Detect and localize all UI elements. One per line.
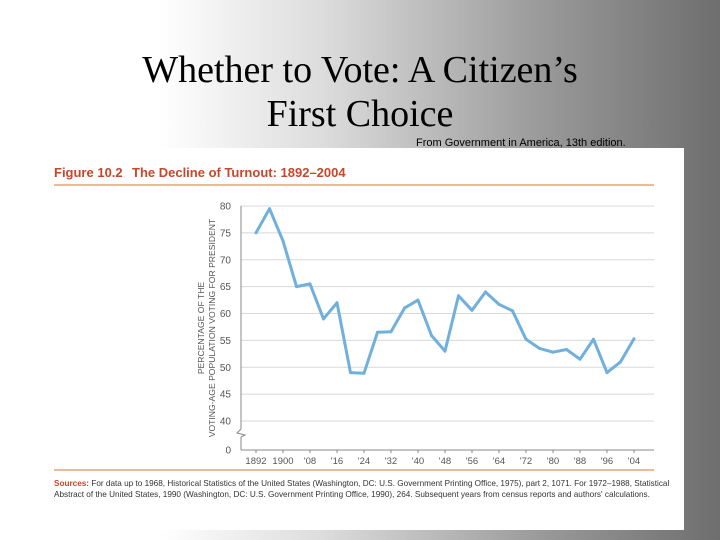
sources-label: Sources: [54, 479, 90, 488]
data-point-1920 [349, 371, 352, 375]
data-point-1936 [403, 306, 406, 310]
data-point-1972 [524, 337, 528, 341]
data-point-1964 [497, 302, 501, 306]
x-tick-label-5: '32 [385, 456, 397, 467]
data-point-1912 [322, 317, 325, 321]
x-tick-label-9: '64 [493, 456, 505, 467]
sources-body: For data up to 1968, Historical Statisti… [54, 479, 670, 499]
y-tick-label-2: 45 [220, 390, 232, 401]
y-tick-label-9: 80 [220, 202, 232, 213]
x-tick-label-12: '88 [574, 456, 586, 467]
figure-number: Figure 10.2 [54, 165, 123, 180]
data-point-1916 [335, 301, 339, 305]
data-point-1952 [457, 294, 460, 298]
figure-panel: Figure 10.2 The Decline of Turnout: 1892… [36, 148, 684, 530]
data-point-1940 [416, 298, 420, 302]
y-tick-label-8: 75 [220, 228, 232, 239]
y-tick-label-7: 70 [220, 255, 232, 266]
data-points [254, 207, 636, 375]
y-axis-break-mark [236, 428, 247, 438]
x-tick-label-7: '48 [439, 456, 451, 467]
x-tick-label-2: '08 [304, 456, 316, 467]
data-point-1992 [592, 337, 595, 341]
data-point-1976 [538, 346, 541, 350]
x-tick-label-0: 1892 [245, 456, 266, 467]
y-tick-label-3: 50 [220, 363, 232, 374]
x-tick-label-6: '40 [412, 456, 424, 467]
y-tick-label-1: 40 [220, 417, 232, 428]
data-point-1932 [389, 330, 393, 334]
y-tick-label-4: 55 [220, 336, 232, 347]
x-tick-labels: 1892 1900 '08 '16 '24 '32 '40 '48 '56 '64 '72 '80 '8… [245, 456, 640, 467]
grid-lines [241, 205, 654, 422]
data-point-1908 [308, 282, 312, 286]
data-point-1984 [565, 348, 568, 351]
turnout-chart: Figure 10.2 The Decline of Turnout: 1892… [54, 165, 654, 471]
data-point-1960 [484, 290, 487, 294]
x-tick-label-3: '16 [331, 456, 343, 467]
data-point-1928 [376, 330, 379, 334]
x-tick-label-10: '72 [520, 456, 532, 467]
x-tick-label-8: '56 [466, 456, 478, 467]
data-point-1896 [268, 207, 271, 211]
data-point-1956 [470, 308, 474, 312]
slide-title-line-1: Whether to Vote: A Citizen’s [142, 49, 578, 91]
x-tick-label-1: 1900 [272, 456, 293, 467]
source-note: From Government in America, 13th edition… [416, 137, 626, 149]
data-point-1996 [605, 371, 609, 375]
x-tick-label-13: '96 [601, 456, 613, 467]
axes [236, 206, 654, 453]
x-tick-label-14: '04 [628, 456, 640, 467]
data-point-1980 [551, 350, 555, 354]
y-tick-label-5: 60 [220, 309, 232, 320]
data-point-1948 [443, 349, 447, 353]
data-point-1900 [281, 239, 285, 243]
y-tick-label-0: 0 [225, 446, 231, 457]
slide-title-line-2: First Choice [266, 93, 454, 135]
x-tick-label-11: '80 [547, 456, 559, 467]
data-point-2000 [619, 360, 622, 364]
x-tick-label-4: '24 [358, 456, 370, 467]
y-axis-title: PERCENTAGE OF THEVOTING-AGE POPULATION V… [196, 218, 217, 437]
y-tick-labels: 0 40 45 50 55 60 65 70 75 80 [220, 202, 232, 457]
y-tick-label-6: 65 [220, 282, 232, 293]
data-point-1924 [362, 371, 366, 375]
data-point-1892 [254, 231, 258, 235]
figure-caption: The Decline of Turnout: 1892–2004 [132, 165, 346, 180]
data-point-1904 [295, 285, 298, 289]
sources-note: Sources: For data up to 1968, Historical… [54, 478, 678, 500]
data-point-1968 [511, 309, 514, 313]
data-point-1944 [430, 334, 433, 337]
data-point-1988 [578, 357, 582, 361]
data-point-2004 [632, 337, 636, 341]
slide-title: Whether to Vote: A Citizen’s First Choic… [0, 48, 720, 136]
